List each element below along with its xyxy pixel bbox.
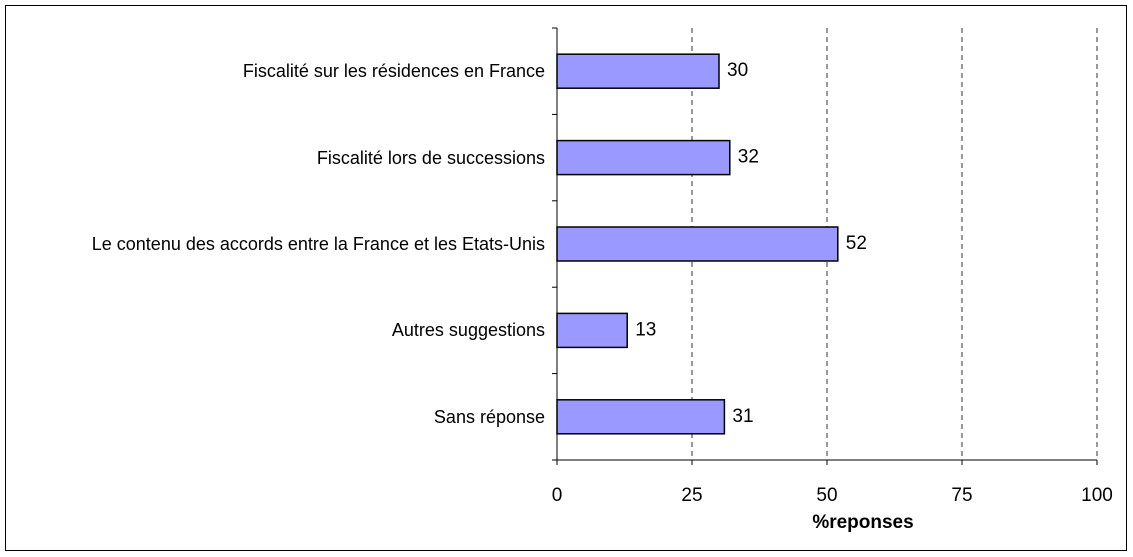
y-tick-label: Sans réponse: [15, 377, 545, 457]
y-tick-label: Le contenu des accords entre la France e…: [15, 204, 545, 284]
y-tick-label-text: Le contenu des accords entre la France e…: [91, 234, 545, 254]
x-tick-label: 100: [1081, 485, 1113, 506]
value-label: 52: [846, 233, 867, 254]
x-tick-label: 75: [951, 485, 972, 506]
bar: [556, 399, 726, 435]
value-label: 30: [727, 60, 748, 81]
bar: [556, 312, 628, 349]
value-label: 13: [635, 319, 656, 340]
bar: [556, 139, 731, 176]
bar: [556, 53, 720, 89]
x-tick-label: 0: [552, 485, 563, 506]
y-tick-label-text: Autres suggestions: [391, 320, 545, 341]
bar: [556, 226, 839, 262]
x-axis-title: %reponses: [812, 512, 913, 533]
y-tick-label: Fiscalité sur les résidences en France: [15, 31, 545, 111]
y-tick-label-text: Fiscalité sur les résidences en France: [242, 61, 545, 82]
value-label: 31: [732, 406, 753, 427]
y-tick-label-text: Fiscalité lors de successions: [316, 147, 545, 168]
value-label: 32: [738, 147, 759, 168]
y-tick-label: Autres suggestions: [15, 290, 545, 370]
y-tick-label: Fiscalité lors de successions: [15, 118, 545, 198]
x-tick-label: 50: [816, 485, 837, 506]
y-tick-label-text: Sans réponse: [433, 406, 545, 427]
x-tick-label: 25: [681, 485, 702, 506]
